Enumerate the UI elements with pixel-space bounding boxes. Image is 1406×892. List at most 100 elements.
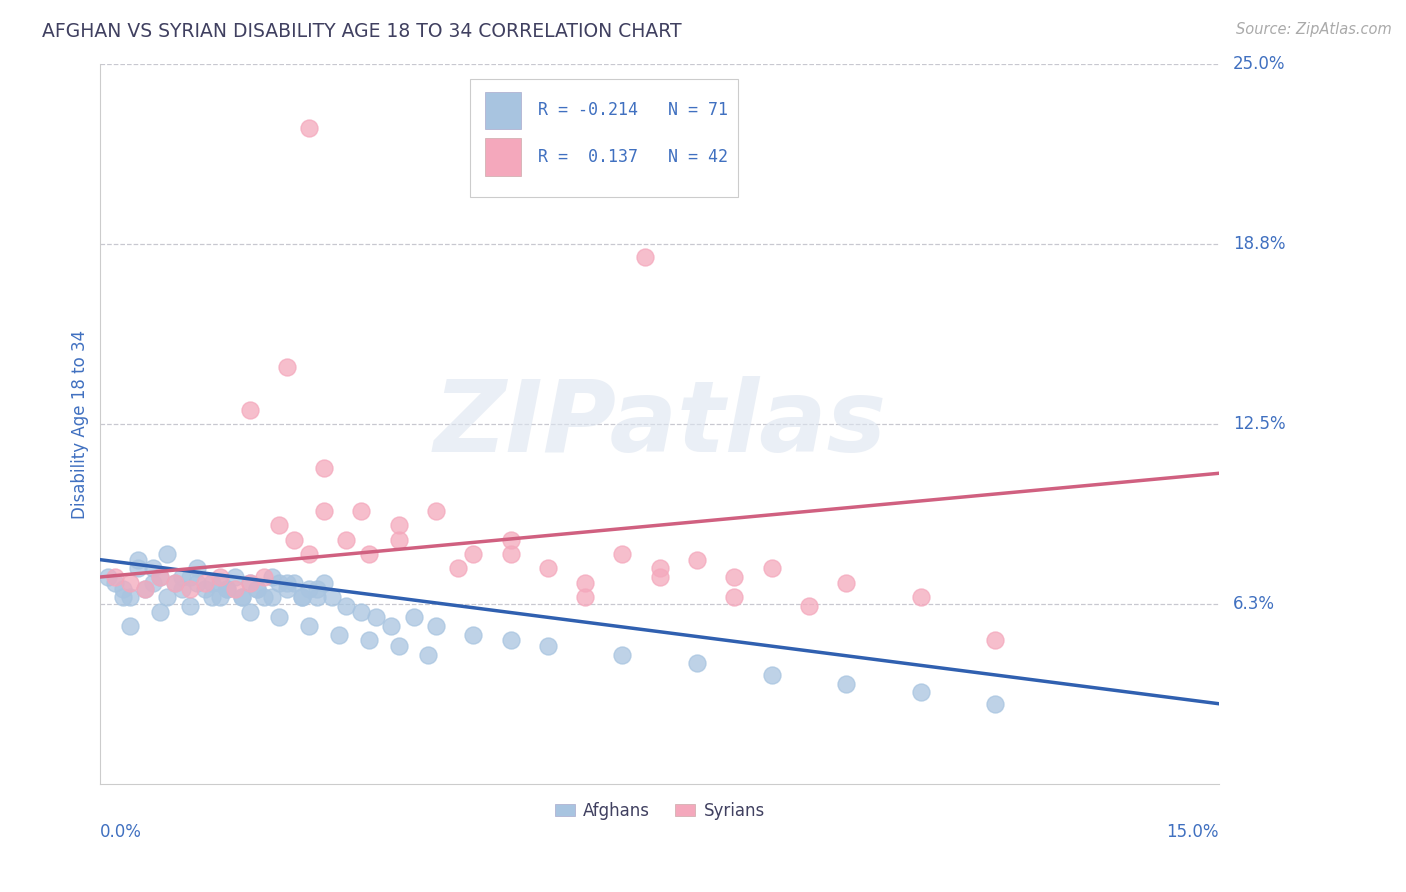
Point (156, 590, 179, 604)
Point (127, 561, 149, 575)
Text: Source: ZipAtlas.com: Source: ZipAtlas.com (1236, 22, 1392, 37)
Point (172, 570, 194, 584)
Text: AFGHAN VS SYRIAN DISABILITY AGE 18 TO 34 CORRELATION CHART: AFGHAN VS SYRIAN DISABILITY AGE 18 TO 34… (42, 22, 682, 41)
Point (224, 582, 246, 596)
Point (179, 599, 201, 613)
Point (634, 250, 657, 264)
Point (269, 518, 291, 533)
Point (648, 561, 671, 575)
Point (298, 120, 321, 135)
Text: 25.0%: 25.0% (1233, 55, 1285, 73)
Point (283, 575, 305, 590)
Point (366, 610, 388, 624)
Point (163, 575, 186, 590)
Point (314, 504, 336, 518)
Point (208, 570, 231, 584)
Point (388, 639, 411, 653)
Text: ZIPatlas: ZIPatlas (433, 376, 886, 473)
Point (246, 582, 269, 596)
Point (425, 504, 447, 518)
Point (238, 605, 260, 619)
Point (835, 676, 858, 690)
Point (298, 582, 321, 596)
Y-axis label: Disability Age 18 to 34: Disability Age 18 to 34 (72, 330, 89, 519)
Point (208, 575, 231, 590)
Point (761, 668, 783, 682)
Point (648, 570, 671, 584)
Point (246, 582, 269, 596)
Point (298, 547, 321, 561)
Point (388, 518, 411, 533)
Point (283, 533, 305, 547)
Point (269, 610, 291, 624)
Point (111, 582, 134, 596)
Point (499, 533, 522, 547)
Point (305, 590, 328, 604)
Point (179, 570, 201, 584)
Point (291, 590, 314, 604)
Point (723, 590, 745, 604)
Point (104, 575, 127, 590)
Point (238, 575, 260, 590)
Point (163, 575, 186, 590)
Point (238, 403, 260, 417)
Point (305, 582, 328, 596)
Point (194, 575, 217, 590)
Point (276, 359, 298, 374)
Text: 6.3%: 6.3% (1233, 595, 1275, 614)
FancyBboxPatch shape (485, 138, 522, 176)
Point (142, 561, 165, 575)
Point (380, 619, 402, 633)
Text: R =  0.137   N = 42: R = 0.137 N = 42 (537, 148, 728, 166)
Point (350, 504, 373, 518)
Point (260, 570, 283, 584)
Point (276, 575, 298, 590)
Point (835, 575, 858, 590)
Point (260, 590, 283, 604)
Point (194, 582, 217, 596)
Point (612, 648, 634, 662)
Point (463, 547, 485, 561)
Point (134, 582, 156, 596)
Point (111, 590, 134, 604)
Point (574, 590, 596, 604)
Text: 0.0%: 0.0% (100, 823, 142, 841)
Point (238, 575, 260, 590)
Point (328, 627, 350, 641)
Point (686, 552, 709, 566)
Point (224, 570, 246, 584)
Point (335, 533, 357, 547)
Point (910, 590, 932, 604)
Point (104, 570, 127, 584)
Text: 15.0%: 15.0% (1167, 823, 1219, 841)
Point (447, 561, 470, 575)
Point (172, 582, 194, 596)
Text: 12.5%: 12.5% (1233, 416, 1285, 434)
Text: R = -0.214   N = 71: R = -0.214 N = 71 (537, 101, 728, 120)
Point (231, 590, 253, 604)
Point (186, 561, 208, 575)
Point (179, 582, 201, 596)
FancyBboxPatch shape (485, 92, 522, 129)
Text: 18.8%: 18.8% (1233, 235, 1285, 253)
Point (149, 570, 172, 584)
Point (537, 639, 560, 653)
Point (291, 590, 314, 604)
Point (350, 605, 373, 619)
Point (134, 582, 156, 596)
Point (253, 590, 276, 604)
Point (537, 561, 560, 575)
Point (984, 633, 1007, 648)
Point (201, 590, 224, 604)
Point (120, 575, 142, 590)
Point (418, 648, 440, 662)
Point (149, 605, 172, 619)
Point (217, 582, 239, 596)
Point (612, 547, 634, 561)
Point (142, 575, 165, 590)
Point (201, 575, 224, 590)
Point (463, 627, 485, 641)
Point (186, 575, 208, 590)
Point (97, 570, 120, 584)
Point (499, 547, 522, 561)
